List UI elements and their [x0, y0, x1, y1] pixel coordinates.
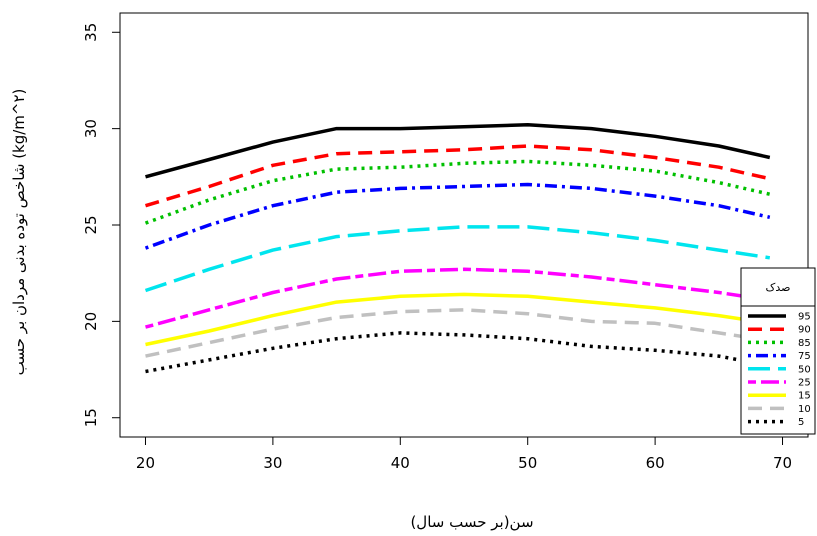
x-axis: 20 30 40 50 60 70 [136, 436, 792, 472]
legend: صدک 95 90 85 75 50 25 15 10 5 [740, 267, 816, 435]
legend-box [740, 267, 816, 435]
x-tick-label: 20 [136, 454, 155, 472]
y-tick-label: 25 [82, 215, 100, 234]
y-tick-label: 20 [82, 312, 100, 331]
x-axis-title: سن(بر حسب سال) [410, 513, 533, 531]
y-tick-label: 35 [82, 23, 100, 42]
series-line-p15 [145, 292, 771, 347]
y-tick-label: 15 [82, 408, 100, 427]
y-axis: 15 20 25 30 35 [82, 23, 121, 427]
x-tick-label: 30 [263, 454, 282, 472]
legend-label-p10: 10 [798, 404, 811, 415]
legend-title: صدک [766, 281, 791, 294]
legend-label-p75: 75 [798, 351, 811, 362]
series-line-p50 [144, 225, 771, 293]
x-tick-label: 50 [518, 454, 537, 472]
y-axis-title: شاخص توده بدنی مردان بر حسب (kg/m^۲) [10, 89, 28, 376]
x-tick-label: 70 [773, 454, 792, 472]
plot-box [119, 12, 809, 438]
series-line-p75 [144, 182, 771, 250]
x-tick-label: 40 [391, 454, 410, 472]
series-line-p25 [145, 267, 771, 329]
series-line-p10 [145, 308, 771, 358]
legend-items: 95 90 85 75 50 25 15 10 5 [748, 312, 811, 428]
legend-label-p15: 15 [798, 391, 811, 402]
series-layer [144, 123, 771, 374]
y-tick-label: 30 [82, 119, 100, 138]
series-line-p85 [144, 159, 771, 225]
legend-label-p50: 50 [798, 364, 811, 375]
legend-label-p5: 5 [798, 417, 804, 428]
legend-label-p95: 95 [798, 312, 811, 323]
series-line-p95 [145, 123, 771, 179]
series-line-p5 [145, 331, 771, 374]
series-line-p90 [144, 144, 771, 208]
legend-label-p85: 85 [798, 338, 811, 349]
legend-label-p90: 90 [798, 325, 811, 336]
x-tick-label: 60 [646, 454, 665, 472]
legend-label-p25: 25 [798, 378, 811, 389]
